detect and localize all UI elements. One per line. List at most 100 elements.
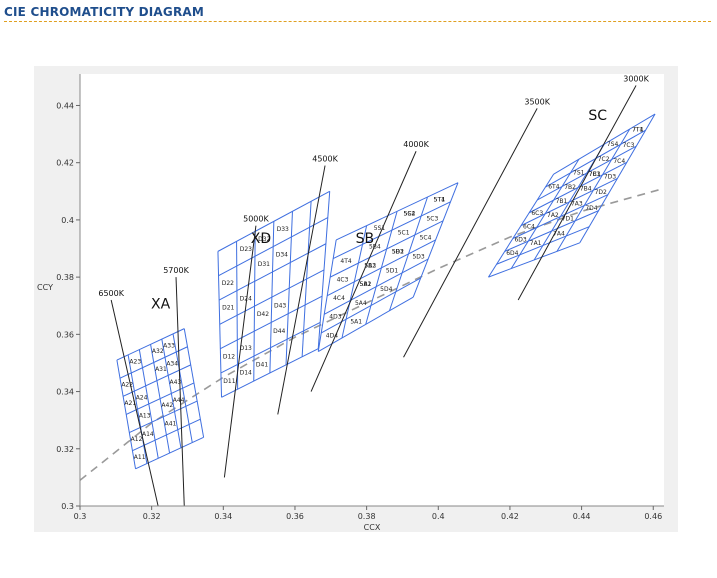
plot-area [80,74,664,506]
cell-label-a41: A41 [165,420,177,427]
cell-label-7s4: 7S4 [607,141,619,148]
cell-label-d44: D44 [273,328,285,335]
cell-label-5s4: 5S4 [404,211,416,218]
cell-label-7b1: 7B1 [556,198,568,205]
grid-line-row [318,296,414,352]
cell-label-a23: A23 [129,358,141,365]
cell-label-7c3: 7C3 [623,142,635,149]
x-tick-label: 0.38 [358,512,376,521]
cell-label-d41: D41 [256,361,268,368]
cell-label-5d4: 5D4 [380,286,392,293]
cell-label-7b3: 7B3 [589,171,601,178]
x-tick-label: 0.4 [432,512,445,521]
grid-line-col [579,113,656,244]
cell-label-a24: A24 [136,395,148,402]
isotherm-label-4500k: 4500K [312,155,338,164]
region-label-sc: SC [588,108,607,124]
cell-label-d31: D31 [258,261,270,268]
cell-label-4d3: 4D3 [329,314,341,321]
grid-line-col [183,328,205,438]
grid-line-col [365,211,398,325]
cell-label-6d4: 6D4 [506,250,518,257]
grid-line-col [341,225,368,339]
y-tick-label: 0.34 [56,388,74,397]
cell-label-6c3: 6C3 [531,210,543,217]
cell-label-5b4: 5B4 [369,244,381,251]
cell-label-a21: A21 [124,400,136,407]
grid-line-col [127,354,148,464]
isotherm-line-3500k [403,108,538,358]
cell-label-d21: D21 [222,305,234,312]
y-axis-title: CCY [37,283,53,292]
grid-line-col [269,221,275,373]
cell-label-6t4: 6T4 [548,184,559,191]
cell-label-5a2: 5A2 [360,281,372,288]
cell-label-7d1: 7D1 [562,215,574,222]
y-tick-label: 0.3 [61,502,74,511]
isotherm-line-4500k [277,165,326,415]
cell-label-5d2: 5D2 [392,248,404,255]
cell-label-a12: A12 [131,436,143,443]
cell-label-5d3: 5D3 [412,253,424,260]
cell-label-d14: D14 [240,370,252,377]
cell-label-d32: D32 [258,236,270,243]
grid-line-col [301,201,312,357]
region-sb: 4D4 5A1 5D4 5D3 4D3 5A4 5D1 5C4 4C4 5A2 5D2 5C3 4C3 5… [317,182,459,352]
x-tick-label: 0.3 [74,512,87,521]
x-axis-title: CCX [364,523,381,532]
title-divider [4,21,711,22]
region-label-xd: XD [251,231,271,247]
cell-label-d34: D34 [276,251,288,258]
cell-label-5c1: 5C1 [398,230,410,237]
cell-label-d22: D22 [222,280,234,287]
page-title: CIE CHROMATICITY DIAGRAM [4,5,205,19]
cell-label-a14: A14 [142,431,154,438]
y-tick-label: 0.4 [61,216,74,225]
cell-label-5a1: 5A1 [350,319,362,326]
cell-label-d43: D43 [274,302,286,309]
x-tick-label: 0.34 [214,512,232,521]
isotherm-line-3000k [517,85,637,301]
cell-label-d42: D42 [257,311,269,318]
cell-label-7c4: 7C4 [613,158,625,165]
cell-label-4d4: 4D4 [326,332,338,339]
cell-label-a22: A22 [121,382,133,389]
cell-label-7c2: 7C2 [598,156,610,163]
isotherm-line-4000k [310,151,417,392]
cell-label-5b2: 5B2 [364,262,376,269]
cell-label-d12: D12 [223,354,235,361]
cell-label-5s1: 5S1 [374,225,386,232]
cell-label-5c3: 5C3 [426,215,438,222]
cell-label-5c4: 5C4 [420,234,432,241]
isotherm-line-5700k [175,277,185,506]
isotherm-line-5000k [223,225,257,478]
y-tick-label: 0.44 [56,101,74,110]
grid-line-col [253,231,256,382]
cell-label-7b2: 7B2 [564,184,576,191]
cell-label-7s1: 7S1 [573,170,585,177]
cell-label-a32: A32 [152,348,164,355]
cell-label-7t4: 7T4 [632,126,643,133]
cell-label-a33: A33 [163,343,175,350]
cell-label-5a3: 5A3 [364,262,376,269]
isotherm-label-5000k: 5000K [243,215,269,224]
grid-line-col [150,344,171,454]
cell-label-4t4: 4T4 [340,258,351,265]
x-tick-label: 0.46 [644,512,662,521]
isotherm-label-5700k: 5700K [163,266,189,275]
cell-label-7t1: 7T1 [632,126,643,133]
cell-label-a11: A11 [134,454,146,461]
cell-label-4c4: 4C4 [333,295,345,302]
cell-label-7d2: 7D2 [595,189,607,196]
cell-label-5b1: 5B1 [360,281,372,288]
region-label-sb: SB [356,231,375,247]
cell-label-a34: A34 [166,361,178,368]
cell-label-4c3: 4C3 [337,276,349,283]
region-label-xa: XA [151,297,171,313]
isotherm-label-3500k: 3500K [524,97,550,106]
isotherm-line-6500k [110,299,159,506]
